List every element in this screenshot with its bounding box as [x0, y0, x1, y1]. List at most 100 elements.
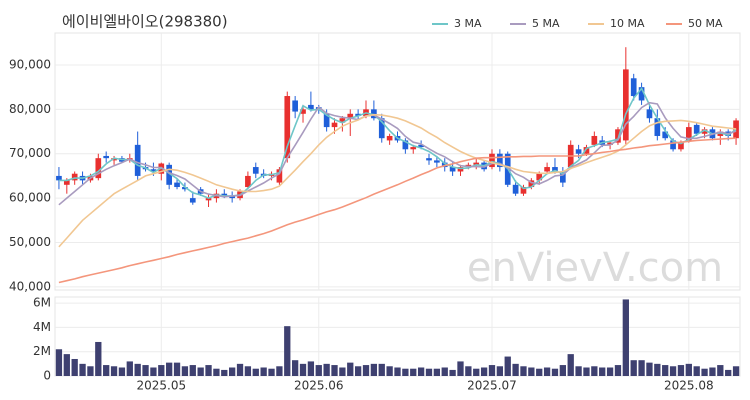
candle-body — [552, 167, 558, 172]
volume-bar — [221, 369, 228, 376]
candle-body — [418, 144, 424, 148]
candle-body — [292, 100, 298, 112]
candle-body — [615, 129, 621, 143]
volume-bar — [189, 365, 196, 376]
y-tick-label: 80,000 — [9, 102, 51, 116]
volume-bar — [646, 362, 653, 376]
volume-bar — [512, 363, 519, 376]
volume-bar — [732, 366, 740, 376]
candle-body — [701, 129, 708, 134]
volume-bar — [362, 365, 370, 376]
volume-bar — [457, 361, 464, 376]
volume-bar — [677, 365, 685, 376]
candle-body — [662, 131, 669, 139]
volume-bar — [630, 360, 637, 376]
candle-body — [654, 118, 661, 136]
volume-bar — [197, 367, 204, 376]
candle-body — [685, 127, 692, 141]
volume-bar — [142, 365, 149, 376]
candle-body — [528, 180, 535, 188]
volume-bar — [276, 366, 283, 376]
x-tick-label: 2025.06 — [294, 379, 344, 393]
volume-bar — [591, 366, 598, 376]
candle-body — [575, 149, 582, 154]
candle-body — [331, 122, 338, 128]
volume-bar — [252, 368, 259, 376]
volume-bar — [488, 365, 496, 376]
volume-bar — [583, 367, 590, 376]
volume-bar — [126, 361, 133, 376]
candle-body — [449, 167, 456, 172]
candle-body — [512, 184, 519, 194]
candle-body — [670, 140, 676, 150]
volume-bar — [638, 360, 645, 376]
volume-bar — [606, 367, 614, 376]
candle-body — [245, 175, 251, 188]
candle-body — [300, 109, 306, 114]
candle-body — [693, 124, 700, 134]
volume-bar — [496, 366, 504, 376]
chart-title: 에이비엘바이오(298380) — [62, 13, 228, 31]
volume-bar — [213, 368, 220, 376]
candle-body — [166, 164, 173, 185]
volume-bar — [55, 349, 63, 376]
candle-body — [583, 147, 590, 154]
candle-body — [182, 187, 188, 190]
volume-panel — [54, 296, 741, 377]
volume-bar — [599, 367, 606, 376]
candle-body — [410, 147, 417, 150]
volume-bar — [150, 367, 157, 376]
volume-bar — [268, 368, 275, 376]
ma-line — [58, 101, 737, 206]
volume-bar — [559, 365, 566, 376]
volume-bar — [528, 367, 535, 376]
y-tick-label: 40,000 — [9, 279, 51, 293]
volume-bar — [685, 363, 692, 376]
y-tick-label: 90,000 — [9, 57, 51, 71]
x-tick-label: 2025.05 — [136, 379, 186, 393]
volume-bar — [709, 367, 716, 376]
candle-body — [638, 87, 645, 101]
volume-bar — [307, 361, 315, 376]
candle-body — [229, 195, 235, 199]
candle-body — [402, 140, 409, 150]
volume-bar — [417, 367, 425, 376]
volume-bar — [110, 366, 118, 376]
volume-bar — [449, 369, 456, 376]
candle-body — [544, 167, 550, 172]
volume-bar — [244, 366, 252, 376]
volume-bar — [614, 365, 622, 376]
candle-body — [607, 142, 613, 145]
candle-body — [276, 169, 283, 183]
volume-bar — [575, 366, 582, 376]
volume-bar — [441, 367, 448, 376]
volume-bar — [205, 365, 212, 376]
volume-bar — [181, 366, 189, 376]
candle-body — [646, 109, 653, 119]
candle-body — [347, 113, 354, 119]
candle-body — [426, 158, 432, 161]
volume-bar — [504, 356, 511, 376]
volume-bar — [166, 362, 173, 376]
candle-body — [630, 78, 637, 97]
candle-body — [134, 144, 141, 176]
volume-bar — [134, 363, 141, 376]
volume-bar — [551, 368, 559, 376]
volume-bar — [63, 354, 70, 376]
volume-bar — [622, 299, 629, 376]
candle-body — [252, 167, 259, 174]
volume-bar — [103, 365, 110, 376]
legend-label: 10 MA — [610, 17, 645, 30]
volume-bar — [354, 366, 362, 376]
volume-bar — [378, 363, 385, 376]
candle-body — [591, 135, 598, 145]
volume-bar — [425, 368, 433, 376]
volume-bar — [173, 362, 181, 376]
candle-body — [473, 162, 480, 165]
volume-bar — [118, 367, 126, 376]
volume-bar — [693, 366, 700, 376]
volume-bar — [236, 363, 244, 376]
volume-bar — [662, 365, 669, 376]
y-tick-label: 4M — [33, 320, 51, 334]
